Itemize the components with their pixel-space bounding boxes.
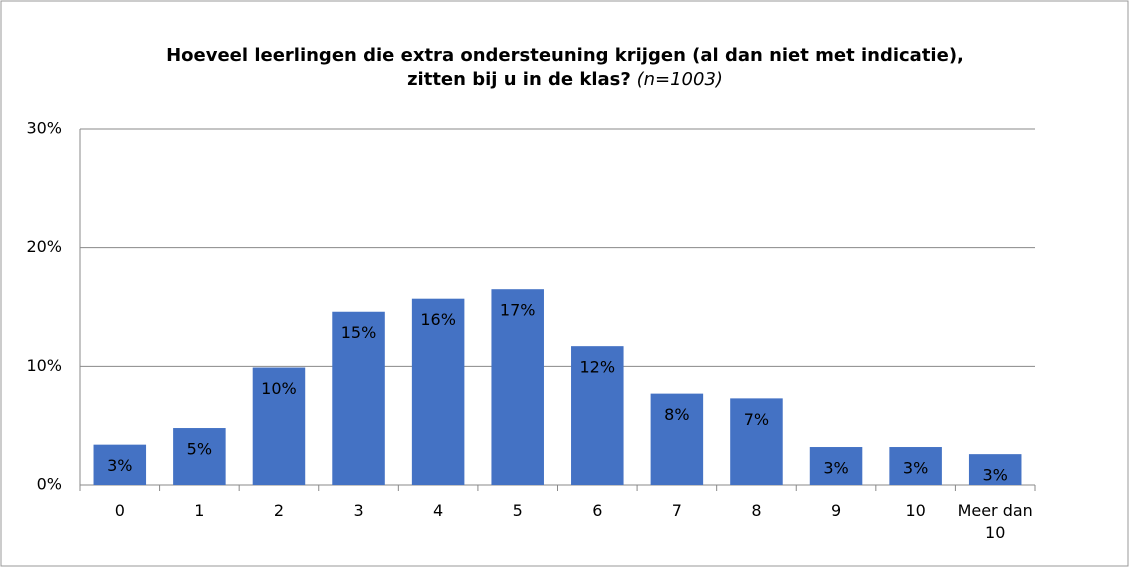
bar <box>332 311 385 485</box>
x-tick-label: 10 <box>905 501 926 520</box>
data-label: 17% <box>500 301 536 320</box>
y-tick-label: 10% <box>26 356 62 375</box>
chart-note: (n=1003) <box>636 69 723 90</box>
bar <box>411 298 465 485</box>
x-tick-label: 5 <box>512 501 523 520</box>
bar <box>650 393 704 485</box>
x-tick-label: 4 <box>433 501 444 520</box>
title-block: Hoeveel leerlingen die extra ondersteuni… <box>140 44 990 92</box>
data-label: 3% <box>107 456 132 475</box>
x-tick-label: 9 <box>830 501 842 520</box>
data-label: 3% <box>983 466 1008 485</box>
x-tick-label: 8 <box>751 501 762 520</box>
bar <box>730 398 783 485</box>
bar <box>173 428 226 485</box>
data-label: 16% <box>420 310 456 329</box>
bar <box>571 346 624 485</box>
y-tick-label: 0% <box>37 475 62 494</box>
chart-title: Hoeveel leerlingen die extra ondersteuni… <box>166 45 964 90</box>
data-label: 7% <box>744 410 769 429</box>
bar <box>491 289 544 485</box>
x-tick-label: 3 <box>353 501 364 520</box>
bar <box>809 447 863 485</box>
data-label: 5% <box>187 440 212 459</box>
bar <box>252 367 306 485</box>
data-label: 15% <box>341 323 377 342</box>
data-label: 8% <box>664 405 689 424</box>
data-label: 12% <box>580 358 616 377</box>
bar <box>889 447 942 485</box>
x-tick-label: 1 <box>194 501 205 520</box>
x-tick-label: Meer dan 10 <box>957 501 1033 542</box>
y-tick-label: 30% <box>26 119 62 138</box>
data-label: 10% <box>261 379 297 398</box>
x-tick-label: 0 <box>114 501 125 520</box>
data-label: 3% <box>903 459 928 478</box>
y-tick-label: 20% <box>26 237 62 256</box>
x-tick-label: 7 <box>671 501 682 520</box>
bar <box>93 444 147 485</box>
x-tick-label: 2 <box>273 501 285 520</box>
bar <box>968 454 1022 485</box>
data-label: 3% <box>823 459 848 478</box>
x-tick-label: 6 <box>592 501 603 520</box>
